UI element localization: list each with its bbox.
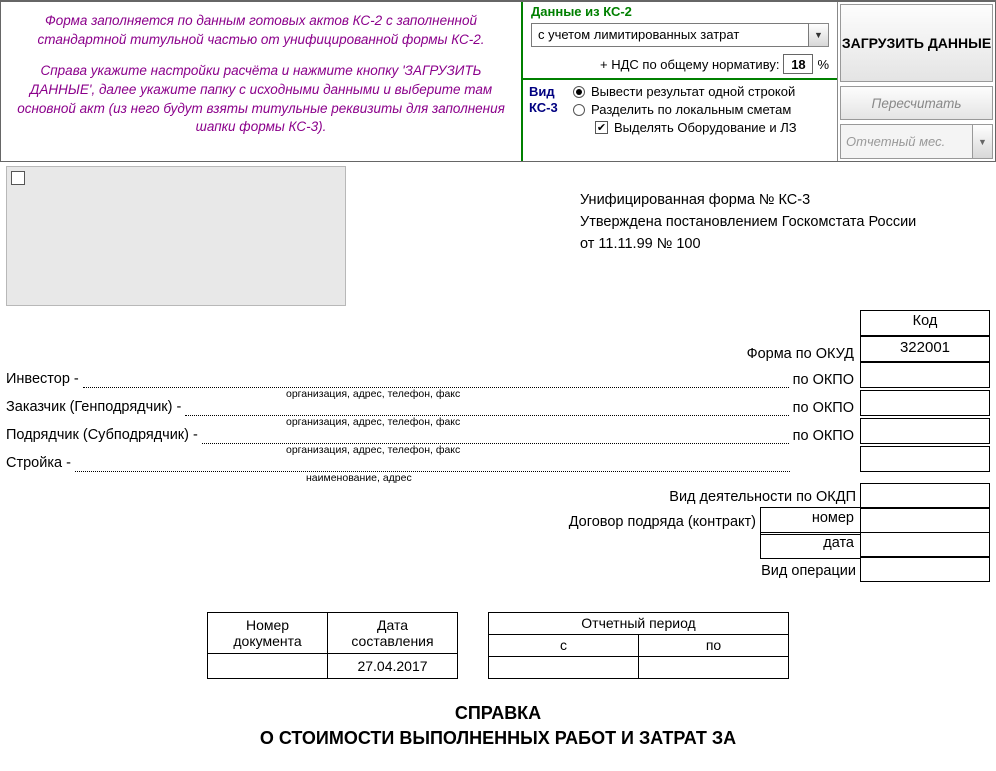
okud-label: Форма по ОКУД	[6, 346, 860, 362]
checkbox-equipment-label: Выделять Оборудование и ЛЗ	[614, 120, 797, 135]
radio-split[interactable]	[573, 104, 585, 116]
period-from-cell[interactable]	[489, 656, 639, 678]
contract-number-value[interactable]	[860, 507, 990, 533]
okpo-label-2: по ОКПО	[793, 400, 860, 416]
operation-value[interactable]	[860, 556, 990, 582]
title-line2: О СТОИМОСТИ ВЫПОЛНЕННЫХ РАБОТ И ЗАТРАТ З…	[6, 726, 990, 751]
buttons-column: ЗАГРУЗИТЬ ДАННЫЕ Пересчитать Отчетный ме…	[837, 2, 995, 161]
contract-date-label: дата	[760, 532, 860, 560]
checkbox-equipment[interactable]: ✔	[595, 121, 608, 134]
ks3-label: ВидКС-3	[529, 84, 565, 138]
report-month-field[interactable]: Отчетный мес.	[840, 124, 973, 159]
document-title: СПРАВКА О СТОИМОСТИ ВЫПОЛНЕННЫХ РАБОТ И …	[6, 701, 990, 751]
ks3-group: ВидКС-3 Вывести результат одной строкой …	[523, 78, 837, 140]
site-code[interactable]	[860, 446, 990, 472]
contract-label: Договор подряда (контракт)	[6, 509, 760, 535]
period-to-label: по	[639, 634, 789, 656]
customer-input-line[interactable]	[185, 398, 788, 416]
instructions-p2: Справа укажите настройки расчёта и нажми…	[13, 62, 509, 138]
period-from-label: с	[489, 634, 639, 656]
doc-number-cell[interactable]	[208, 653, 328, 678]
nds-input[interactable]	[783, 54, 813, 74]
ks2-title: Данные из КС-2	[531, 4, 829, 19]
title-line1: СПРАВКА	[6, 701, 990, 726]
chevron-down-icon[interactable]: ▼	[973, 124, 993, 159]
approval-line3: от 11.11.99 № 100	[580, 234, 950, 256]
period-to-cell[interactable]	[639, 656, 789, 678]
instructions-text: Форма заполняется по данным готовых акто…	[1, 2, 523, 161]
contract-number-label: номер	[760, 507, 860, 535]
chevron-down-icon[interactable]: ▼	[809, 23, 829, 47]
okpo-investor[interactable]	[860, 362, 990, 388]
settings-column: Данные из КС-2 с учетом лимитированных з…	[523, 2, 837, 161]
radio-single-line-label: Вывести результат одной строкой	[591, 84, 795, 99]
recalculate-button[interactable]: Пересчитать	[840, 86, 993, 120]
ks2-group: Данные из КС-2 с учетом лимитированных з…	[523, 2, 837, 78]
contract-date-value[interactable]	[860, 532, 990, 558]
load-data-button[interactable]: ЗАГРУЗИТЬ ДАННЫЕ	[840, 4, 993, 82]
okpo-label-3: по ОКПО	[793, 428, 860, 444]
instructions-p1: Форма заполняется по данным готовых акто…	[13, 12, 509, 50]
placeholder-checkbox[interactable]	[11, 171, 25, 185]
activity-label: Вид деятельности по ОКДП	[6, 484, 860, 510]
docnum-table: Номердокумента Датасоставления 27.04.201…	[207, 612, 458, 679]
contractor-input-line[interactable]	[202, 426, 789, 444]
document-area: Унифицированная форма № КС-3 Утверждена …	[0, 162, 996, 771]
period-header: Отчетный период	[489, 612, 789, 634]
settings-panel: Форма заполняется по данным готовых акто…	[0, 0, 996, 162]
contractor-label: Подрядчик (Субподрядчик) -	[6, 427, 198, 444]
approval-line1: Унифицированная форма № КС-3	[580, 190, 950, 212]
approval-block: Унифицированная форма № КС-3 Утверждена …	[580, 166, 990, 306]
operation-label: Вид операции	[6, 558, 860, 584]
costs-dropdown-value: с учетом лимитированных затрат	[531, 23, 809, 47]
activity-value[interactable]	[860, 483, 990, 509]
okpo-customer[interactable]	[860, 390, 990, 416]
investor-label: Инвестор -	[6, 371, 79, 388]
approval-line2: Утверждена постановлением Госкомстата Ро…	[580, 212, 950, 234]
okpo-contractor[interactable]	[860, 418, 990, 444]
costs-dropdown[interactable]: с учетом лимитированных затрат ▼	[531, 23, 829, 47]
period-table: Отчетный период с по	[488, 612, 789, 679]
code-header: Код	[860, 310, 990, 336]
radio-split-label: Разделить по локальным сметам	[591, 102, 791, 117]
investor-input-line[interactable]	[83, 370, 789, 388]
doc-date-cell[interactable]: 27.04.2017	[328, 653, 458, 678]
site-label: Стройка -	[6, 455, 71, 472]
radio-single-line[interactable]	[573, 86, 585, 98]
placeholder-box	[6, 166, 346, 306]
nds-percent: %	[817, 57, 829, 72]
nds-label: + НДС по общему нормативу:	[600, 57, 779, 72]
okpo-label-1: по ОКПО	[793, 372, 860, 388]
okud-value: 322001	[860, 336, 990, 362]
site-input-line[interactable]	[75, 454, 790, 472]
customer-label: Заказчик (Генподрядчик) -	[6, 399, 181, 416]
